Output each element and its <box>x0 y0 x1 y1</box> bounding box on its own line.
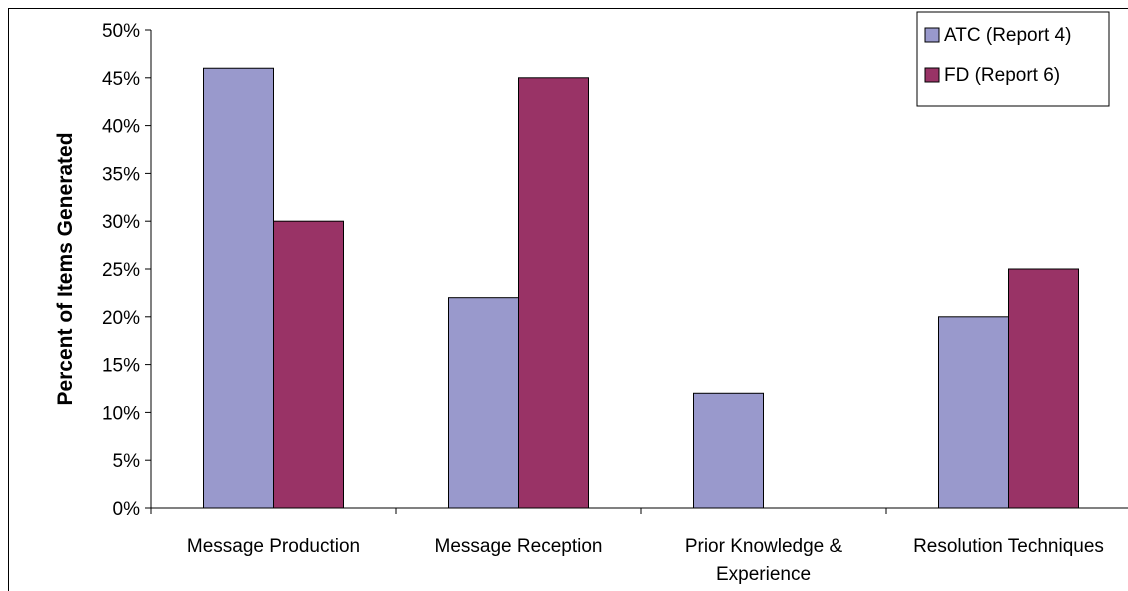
legend-swatch <box>924 27 940 43</box>
y-tick-label: 30% <box>102 212 140 233</box>
y-tick-label: 0% <box>113 499 141 520</box>
y-tick-label: 50% <box>102 21 140 42</box>
y-tick-label: 10% <box>102 403 140 424</box>
y-axis-title: Percent of Items Generated <box>54 132 77 405</box>
bar <box>938 316 1009 509</box>
labels: Message Production Message Reception Prior… <box>54 132 1104 585</box>
bar <box>693 392 764 509</box>
y-tick-label: 25% <box>102 260 140 281</box>
x-category-label: Prior Knowledge & <box>685 536 843 557</box>
bar <box>518 77 589 509</box>
legend-label: FD (Report 6) <box>944 65 1060 86</box>
legend-swatch <box>924 67 940 83</box>
y-tick-label: 20% <box>102 308 140 329</box>
chart-frame <box>8 8 1128 591</box>
y-tick-label: 40% <box>102 117 140 138</box>
bar <box>203 67 274 509</box>
axes: 0% 5% 10% 15% 20% 25% 30% 35% 40% 45% 50% <box>102 21 1128 520</box>
x-category-label: Experience <box>716 564 811 585</box>
x-category-label: Message Reception <box>435 536 603 557</box>
x-category-label: Resolution Techniques <box>913 536 1104 557</box>
bar <box>448 297 519 509</box>
y-tick-label: 45% <box>102 69 140 90</box>
y-tick-label: 35% <box>102 164 140 185</box>
bars <box>203 67 1079 509</box>
legend: ATC (Report 4) FD (Report 6) <box>916 11 1110 107</box>
x-category-label: Message Production <box>187 536 360 557</box>
y-tick-label: 5% <box>113 451 141 472</box>
legend-box <box>916 11 1110 107</box>
bar <box>1008 268 1079 509</box>
bar <box>273 220 344 509</box>
legend-label: ATC (Report 4) <box>944 25 1071 46</box>
y-tick-label: 15% <box>102 356 140 377</box>
